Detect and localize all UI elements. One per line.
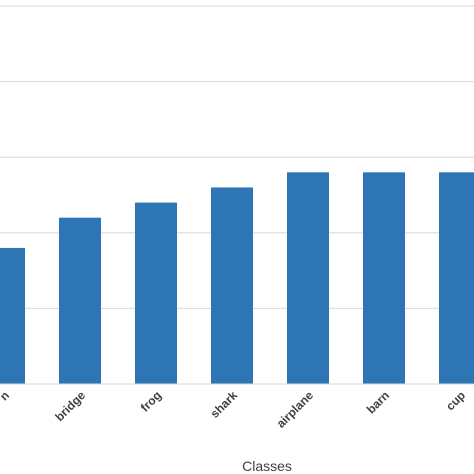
bar-barn [363, 172, 405, 384]
x-tick-label: cup [443, 388, 468, 413]
x-tick-label: shark [208, 388, 241, 421]
bar-cup [439, 172, 474, 384]
bar-airplane [287, 172, 329, 384]
bar-n [0, 247, 25, 384]
x-axis-title: Classes [242, 458, 292, 474]
bar-frog [135, 202, 177, 384]
x-tick-label: bridge [52, 388, 88, 424]
x-tick-label: n [0, 388, 12, 403]
x-tick-labels: nbridgefrogsharkairplanebarncupt [0, 388, 468, 431]
bar-shark [211, 187, 253, 384]
x-tick-label: airplane [274, 388, 317, 431]
bar-bridge [59, 217, 101, 384]
x-tick-label: frog [138, 388, 164, 414]
bars [0, 172, 474, 384]
x-tick-label: barn [364, 388, 392, 416]
